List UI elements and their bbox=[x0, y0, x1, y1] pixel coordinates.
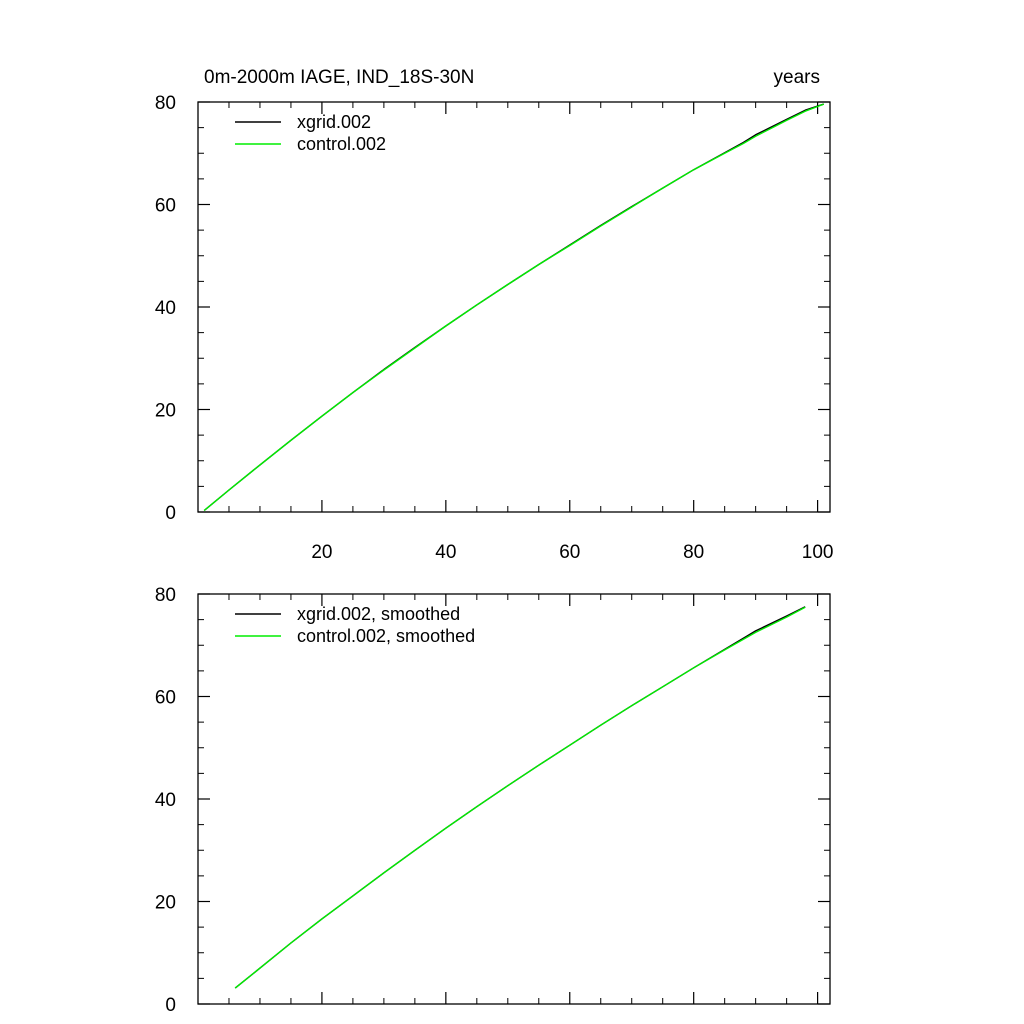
series-line bbox=[203, 103, 825, 512]
top-panel: 0m-2000m IAGE, IND_18S-30N years 0 20 40 60… bbox=[155, 67, 834, 563]
series-line bbox=[203, 103, 825, 512]
x-tick-label: 20 bbox=[311, 542, 332, 563]
y-tick-label: 40 bbox=[155, 298, 176, 319]
x-tick-label: 80 bbox=[683, 542, 704, 563]
y-tick-label: 0 bbox=[165, 503, 176, 524]
y-tick-label: 40 bbox=[155, 790, 176, 811]
x-tick-label: 40 bbox=[435, 542, 456, 563]
y-tick-label: 60 bbox=[155, 196, 176, 217]
y-tick-label: 20 bbox=[155, 401, 176, 422]
plot-frame bbox=[197, 101, 831, 513]
legend-label: control.002, smoothed bbox=[297, 626, 475, 646]
chart-title-right: years bbox=[774, 67, 820, 88]
y-tick-label: 60 bbox=[155, 688, 176, 709]
y-tick-label: 20 bbox=[155, 893, 176, 914]
legend-label: xgrid.002 bbox=[297, 112, 371, 132]
x-tick-label: 60 bbox=[559, 542, 580, 563]
series-line bbox=[234, 606, 806, 989]
y-tick-label: 80 bbox=[155, 93, 176, 114]
x-tick-label: 100 bbox=[802, 542, 834, 563]
y-tick-label: 0 bbox=[165, 995, 176, 1016]
legend-label: control.002 bbox=[297, 134, 386, 154]
legend-label: xgrid.002, smoothed bbox=[297, 604, 460, 624]
plot-frame bbox=[197, 593, 831, 1005]
y-tick-label: 80 bbox=[155, 585, 176, 606]
series-line bbox=[234, 606, 806, 989]
bottom-panel: 0 20 40 60 80 xgrid.002, smoothedcontrol.002,… bbox=[155, 585, 831, 1016]
chart-title-left: 0m-2000m IAGE, IND_18S-30N bbox=[204, 67, 474, 88]
